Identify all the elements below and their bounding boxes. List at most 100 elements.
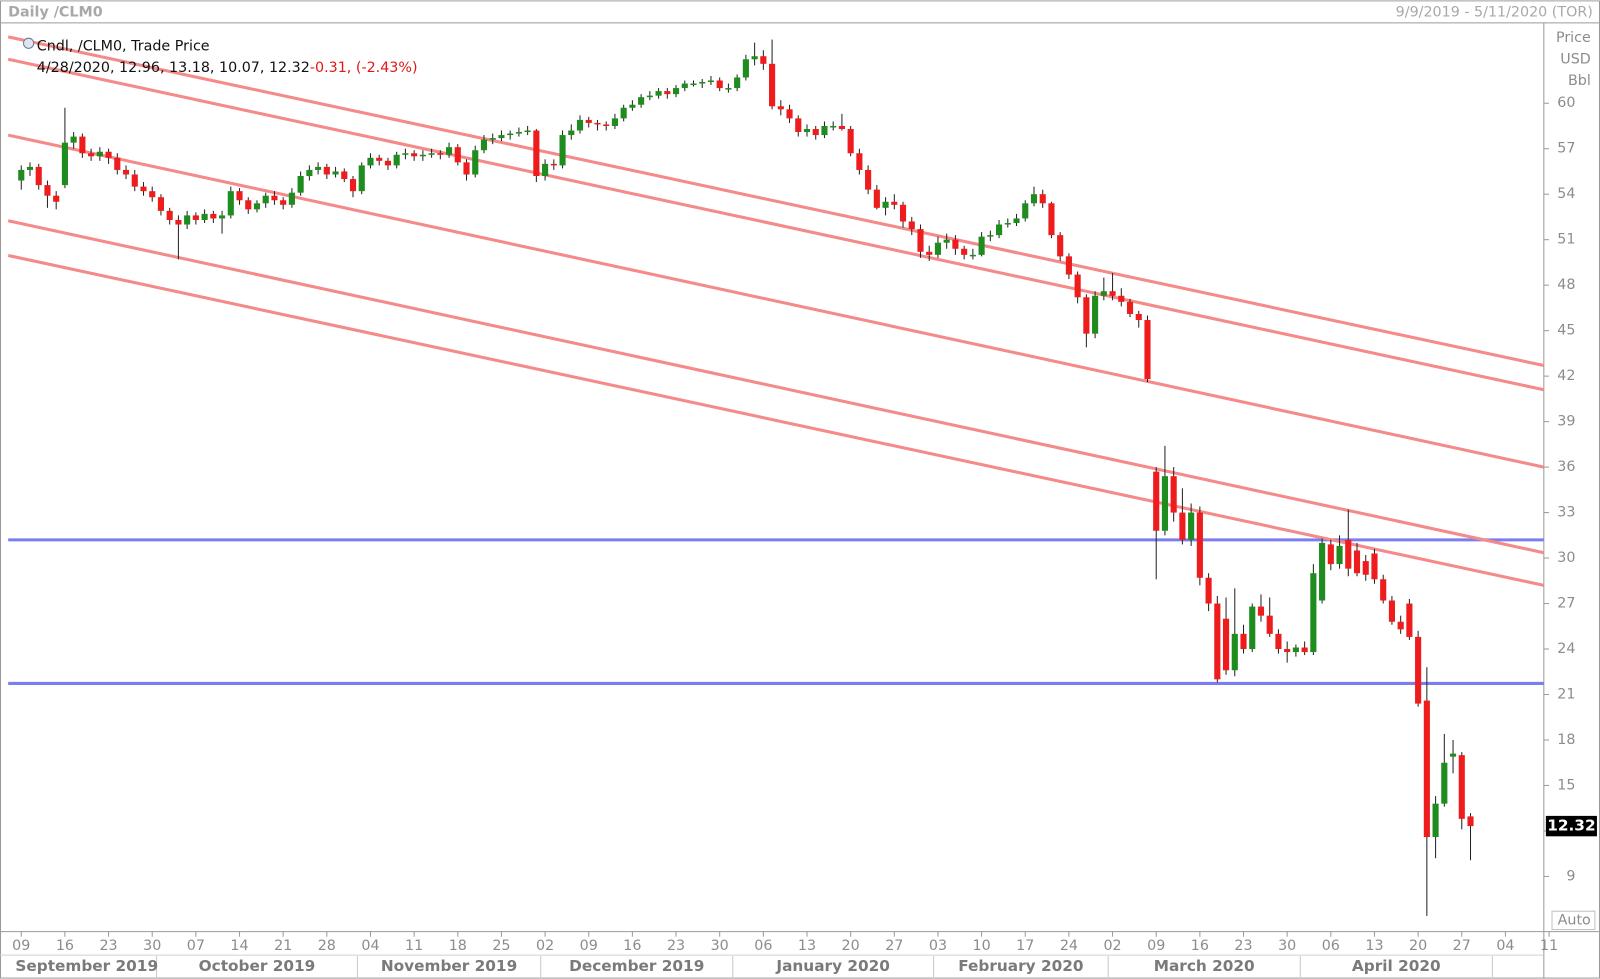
candle xyxy=(323,163,330,180)
x-tick-label: 14 xyxy=(230,938,248,954)
candle xyxy=(157,194,165,216)
candle xyxy=(384,157,392,170)
candle-body xyxy=(1126,301,1134,314)
candle-body xyxy=(349,179,357,192)
candle-body xyxy=(987,235,994,237)
candle-body xyxy=(961,248,968,255)
candle-body xyxy=(1231,633,1238,671)
candle-body xyxy=(533,130,540,177)
candle xyxy=(707,75,715,86)
candle-body xyxy=(1292,647,1299,653)
candle xyxy=(1362,555,1369,581)
candle xyxy=(376,154,383,166)
candle xyxy=(1126,298,1134,317)
candle-body xyxy=(934,242,942,255)
candle-body xyxy=(262,195,269,204)
candle xyxy=(507,130,514,140)
candle xyxy=(1284,641,1291,663)
candle-body xyxy=(603,124,610,126)
candle-body xyxy=(376,157,383,161)
candle xyxy=(1196,506,1203,586)
candle-body xyxy=(1013,218,1020,223)
candle-body xyxy=(716,80,723,89)
candle-body xyxy=(821,125,828,136)
candle xyxy=(996,219,1003,239)
candle xyxy=(865,165,872,195)
date-range: 9/9/2019 - 5/11/2020 (TOR) xyxy=(1396,5,1593,21)
candle xyxy=(908,216,915,236)
candle-body xyxy=(1415,636,1422,704)
x-tick-label: 23 xyxy=(667,938,685,954)
candle xyxy=(542,159,549,181)
candle xyxy=(1423,667,1430,916)
candle-body xyxy=(1441,762,1448,804)
candle xyxy=(559,130,566,169)
candle-body xyxy=(122,169,130,175)
candle-body xyxy=(1161,476,1169,531)
last-price-tag xyxy=(1545,815,1597,837)
candle xyxy=(341,168,348,183)
candle-body xyxy=(1327,544,1334,565)
candle-body xyxy=(245,200,252,210)
month-label: January 2020 xyxy=(775,957,890,975)
candle xyxy=(105,148,112,164)
candle xyxy=(524,125,531,136)
candle-body xyxy=(1065,256,1072,275)
candle xyxy=(777,100,784,116)
candle-body xyxy=(803,129,811,133)
candle-body xyxy=(271,195,278,201)
y-tick-label: 51 xyxy=(1557,232,1575,248)
x-tick-label: 30 xyxy=(1278,938,1296,954)
candle xyxy=(1013,213,1020,227)
candle xyxy=(44,180,51,208)
candle-body xyxy=(1240,633,1247,650)
x-tick-label: 23 xyxy=(1234,938,1252,954)
y-tick-label: 54 xyxy=(1557,186,1575,202)
candle xyxy=(245,197,252,214)
x-tick-label: 03 xyxy=(929,938,947,954)
candle-body xyxy=(699,82,706,84)
candle xyxy=(1083,294,1090,348)
candle xyxy=(1257,594,1265,622)
candle-body xyxy=(1249,606,1256,650)
candle xyxy=(620,104,627,122)
candle xyxy=(498,130,505,142)
candle-body xyxy=(681,83,688,89)
candle xyxy=(1380,574,1387,604)
candle-body xyxy=(1048,203,1055,236)
candle xyxy=(742,54,749,81)
x-tick-label: 25 xyxy=(492,938,510,954)
axis-unit-label: Price xyxy=(1556,30,1591,46)
y-tick-label: 33 xyxy=(1557,505,1575,521)
candle xyxy=(1345,509,1352,577)
candle xyxy=(297,171,304,196)
candle xyxy=(1161,445,1169,536)
month-label: September 2019 xyxy=(15,957,158,975)
candle xyxy=(812,125,819,140)
y-tick-label: 18 xyxy=(1557,732,1575,748)
candle-body xyxy=(795,118,802,133)
candle-body xyxy=(384,160,392,166)
candle xyxy=(550,159,557,170)
candle-body xyxy=(402,153,409,155)
candle xyxy=(629,100,636,111)
candle xyxy=(716,77,723,92)
candle xyxy=(428,148,435,158)
candle xyxy=(1371,548,1378,584)
candle-body xyxy=(1179,512,1186,540)
candle xyxy=(88,148,95,161)
axis-unit-label: USD xyxy=(1560,52,1591,68)
candle-body xyxy=(70,136,77,143)
y-tick-label: 48 xyxy=(1557,277,1575,293)
candle xyxy=(166,207,173,225)
candle xyxy=(61,107,68,189)
candle xyxy=(917,224,924,258)
candle xyxy=(1022,200,1029,222)
candle-body xyxy=(1449,753,1457,757)
candle xyxy=(411,150,418,161)
x-tick-label: 17 xyxy=(1016,938,1034,954)
candle-body xyxy=(856,153,863,170)
candle-body xyxy=(1083,297,1090,334)
candle-body xyxy=(882,201,889,208)
candle xyxy=(856,148,863,175)
